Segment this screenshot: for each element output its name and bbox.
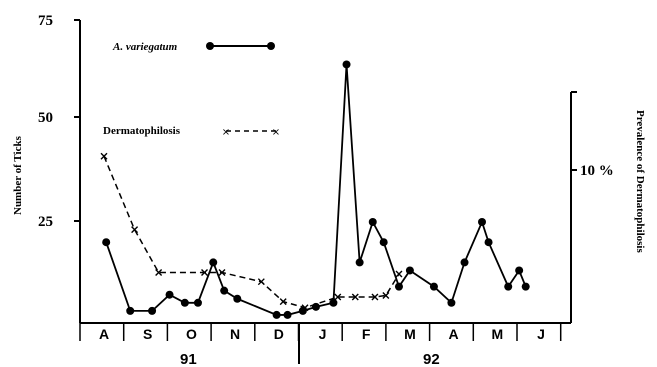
legend-marker-variegatum-a	[206, 42, 214, 50]
point-dermatophilosis	[257, 278, 265, 286]
point-variegatum	[460, 258, 469, 267]
point-variegatum	[126, 306, 135, 315]
right-tick-label-10pct: 10 %	[580, 163, 614, 179]
left-tick-label-75: 75	[38, 13, 53, 29]
legend-label-variegatum: A. variegatum	[112, 41, 178, 53]
point-variegatum	[193, 298, 202, 307]
point-variegatum	[272, 310, 281, 319]
point-variegatum	[447, 298, 456, 307]
legend-marker-variegatum-b	[267, 42, 275, 50]
point-dermatophilosis	[201, 269, 209, 277]
point-variegatum	[102, 238, 111, 247]
legend-marker-dermatophilosis-a: ×	[222, 127, 230, 138]
left-tick-label-25: 25	[38, 214, 53, 230]
month-label: S	[143, 326, 152, 342]
month-label: D	[274, 326, 284, 342]
month-ticks	[79, 323, 562, 341]
point-variegatum	[504, 282, 513, 291]
point-variegatum	[429, 282, 438, 291]
point-dermatophilosis	[371, 293, 379, 301]
series-line-variegatum	[105, 64, 527, 316]
point-variegatum	[283, 310, 292, 319]
legend-marker-dermatophilosis-b: ×	[272, 127, 280, 138]
point-variegatum	[298, 306, 307, 315]
point-variegatum	[405, 266, 414, 275]
point-variegatum	[355, 258, 364, 267]
point-dermatophilosis	[334, 293, 342, 301]
point-dermatophilosis	[100, 152, 108, 160]
point-dermatophilosis	[279, 298, 287, 306]
point-dermatophilosis	[395, 270, 403, 278]
right-axis-title: Prevalence of Dermatophilosis	[634, 110, 646, 253]
left-tick-label-50: 50	[38, 110, 53, 126]
point-variegatum	[220, 286, 229, 295]
month-label: A	[99, 326, 109, 342]
point-dermatophilosis	[155, 269, 163, 277]
point-variegatum	[379, 238, 388, 247]
point-variegatum	[165, 290, 174, 299]
legend: A. variegatum Dermatophilosis × ×	[103, 41, 280, 138]
month-label: J	[319, 326, 327, 342]
legend-label-dermatophilosis: Dermatophilosis	[103, 125, 181, 137]
point-variegatum	[368, 218, 377, 226]
point-variegatum	[478, 218, 487, 226]
point-variegatum	[329, 298, 338, 307]
point-variegatum	[394, 282, 403, 291]
point-dermatophilosis	[218, 269, 226, 277]
point-variegatum	[311, 302, 320, 311]
point-variegatum	[342, 60, 351, 69]
point-dermatophilosis	[301, 304, 309, 312]
point-variegatum	[484, 238, 493, 247]
year-label-91: 91	[180, 351, 197, 367]
month-label: O	[186, 326, 197, 342]
left-axis-title: Number of Ticks	[12, 135, 24, 215]
point-dermatophilosis	[351, 293, 359, 301]
point-variegatum	[521, 282, 530, 291]
point-dermatophilosis	[382, 291, 390, 299]
month-label: M	[404, 326, 416, 342]
point-variegatum	[515, 266, 524, 275]
point-variegatum	[180, 298, 189, 307]
month-label: M	[491, 326, 503, 342]
month-label: N	[230, 326, 240, 342]
point-dermatophilosis	[131, 226, 139, 234]
month-label: F	[362, 326, 371, 342]
month-label: J	[537, 326, 545, 342]
point-variegatum	[209, 258, 218, 267]
point-variegatum	[148, 306, 157, 315]
month-label: A	[449, 326, 459, 342]
point-variegatum	[233, 294, 242, 303]
year-label-92: 92	[423, 351, 440, 367]
series-layer	[100, 60, 530, 319]
